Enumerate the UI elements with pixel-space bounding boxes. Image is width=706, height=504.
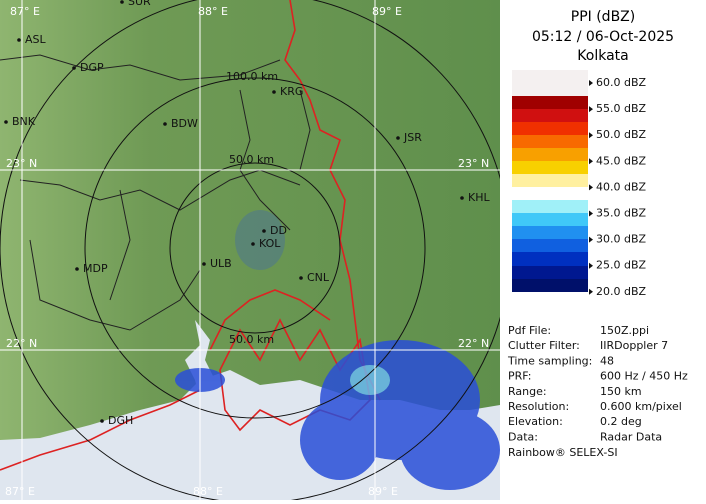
- legend-label: 35.0 dBZ: [596, 207, 647, 220]
- legend-arrow: [589, 262, 593, 269]
- legend-label: 30.0 dBZ: [596, 233, 647, 246]
- info-value: 48: [600, 354, 614, 367]
- city-label: BNK: [12, 115, 36, 128]
- latitude-label: 23° N: [458, 157, 489, 170]
- city-label: JSR: [403, 131, 422, 144]
- legend-arrow: [589, 184, 593, 191]
- info-key: Range:: [508, 385, 547, 398]
- precipitation: [175, 210, 500, 490]
- graticule: [0, 0, 500, 500]
- city-dot: [460, 196, 464, 200]
- longitude-label: 87° E: [5, 485, 35, 498]
- legend-arrow: [589, 158, 593, 165]
- legend-label: 60.0 dBZ: [596, 76, 647, 89]
- city-label: MDP: [83, 262, 108, 275]
- footer: Rainbow® SELEX-SI: [508, 446, 618, 459]
- info-key: Elevation:: [508, 415, 563, 428]
- legend-arrow: [589, 210, 593, 217]
- range-label: 100.0 km: [226, 70, 278, 83]
- legend-label: 50.0 dBZ: [596, 128, 647, 141]
- city-label: DD: [270, 224, 287, 237]
- info-key: Pdf File:: [508, 324, 551, 337]
- legend-label: 55.0 dBZ: [596, 102, 647, 115]
- info-value: 600 Hz / 450 Hz: [600, 370, 688, 383]
- legend-label: 45.0 dBZ: [596, 154, 647, 167]
- info-value: IIRDoppler 7: [600, 339, 668, 352]
- info-key: Resolution:: [508, 400, 569, 413]
- longitude-label: 87° E: [10, 5, 40, 18]
- legend-arrow: [589, 132, 593, 139]
- longitude-label: 88° E: [193, 485, 223, 498]
- city-label: SUR: [128, 0, 151, 8]
- city-dot: [75, 267, 79, 271]
- range-label: 50.0 km: [229, 333, 274, 346]
- info-value: 0.2 deg: [600, 415, 642, 428]
- title: PPI (dBZ): [571, 9, 635, 25]
- city-dot: [272, 90, 276, 94]
- legend-arrow: [589, 80, 593, 86]
- legend-label: 20.0 dBZ: [596, 285, 647, 298]
- legend-label: 40.0 dBZ: [596, 180, 647, 193]
- city-label: KHL: [468, 191, 490, 204]
- city-label: DGP: [80, 61, 104, 74]
- city-dot: [4, 120, 8, 124]
- info-value: 0.600 km/pixel: [600, 400, 682, 413]
- range-label: 50.0 km: [229, 153, 274, 166]
- latitude-label: 22° N: [458, 337, 489, 350]
- city-dot: [17, 38, 21, 42]
- city-label: CNL: [307, 271, 330, 284]
- city-label: ASL: [25, 33, 47, 46]
- city-dot: [251, 242, 255, 246]
- info-key: Clutter Filter:: [508, 339, 580, 352]
- longitude-label: 88° E: [198, 5, 228, 18]
- latitude-label: 22° N: [6, 337, 37, 350]
- city-dot: [163, 122, 167, 126]
- legend-arrow: [589, 288, 593, 295]
- city-label: KRG: [280, 85, 303, 98]
- city-dot: [202, 262, 206, 266]
- city-dot: [120, 0, 124, 4]
- longitude-label: 89° E: [372, 5, 402, 18]
- info-key: Time sampling:: [507, 354, 592, 367]
- city-label: ULB: [210, 257, 232, 270]
- info-value: 150 km: [600, 385, 642, 398]
- city-dot: [262, 229, 266, 233]
- legend-label: 25.0 dBZ: [596, 259, 647, 272]
- color-bar: [512, 70, 588, 292]
- station: Kolkata: [577, 48, 628, 64]
- city-label: DGH: [108, 414, 133, 427]
- info-key: PRF:: [508, 370, 531, 383]
- info-value: Radar Data: [600, 430, 662, 443]
- city-dot: [299, 276, 303, 280]
- legend-arrow: [589, 106, 593, 113]
- city-label: BDW: [171, 117, 198, 130]
- legend-arrow: [589, 236, 593, 243]
- info-key: Data:: [508, 430, 538, 443]
- timestamp: 05:12 / 06-Oct-2025: [532, 29, 674, 45]
- city-dot: [100, 419, 104, 423]
- city-label: KOL: [259, 237, 281, 250]
- longitude-label: 89° E: [368, 485, 398, 498]
- city-dot: [396, 136, 400, 140]
- city-dot: [72, 66, 76, 70]
- latitude-label: 23° N: [6, 157, 37, 170]
- info-value: 150Z.ppi: [600, 324, 649, 337]
